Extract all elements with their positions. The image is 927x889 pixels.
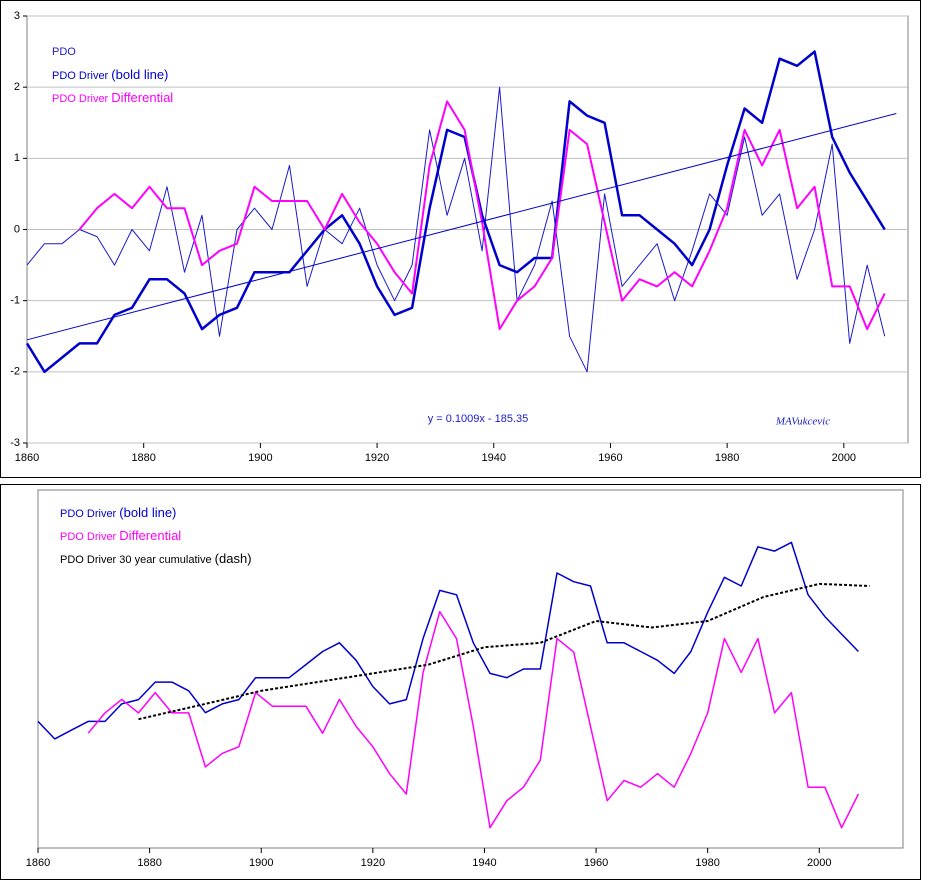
y-tick-label: 0: [14, 223, 20, 235]
legend-note: Differential: [111, 90, 173, 105]
series-line: [25, 50, 886, 374]
legend-name: PDO Driver: [52, 70, 109, 82]
y-tick-label: -3: [10, 437, 20, 449]
y-tick-label: -2: [10, 366, 20, 378]
x-tick-label: 1880: [131, 452, 155, 464]
legend-name: PDO Driver: [52, 93, 109, 105]
legend-entry: PDO: [52, 46, 76, 58]
y-tick-label: -1: [10, 295, 20, 307]
x-tick-label: 1980: [715, 452, 739, 464]
x-tick-label: 1940: [472, 857, 496, 869]
legend-name: PDO: [52, 46, 76, 58]
x-tick-label: 1860: [15, 452, 39, 464]
legend-entry: PDO Driver 30 year cumulative (dash): [60, 551, 252, 566]
y-tick-label: 1: [14, 152, 20, 164]
annotation: y = 0.1009x - 185.35: [428, 413, 529, 425]
y-tick-label: 2: [14, 81, 20, 93]
x-tick-label: 1940: [482, 452, 506, 464]
series-line: [26, 86, 886, 373]
legend-entry: PDO Driver Differential: [52, 90, 173, 105]
x-tick-label: 1860: [26, 857, 50, 869]
x-tick-label: 1900: [249, 857, 273, 869]
legend-name: PDO Driver 30 year cumulative: [60, 554, 212, 566]
legend-note: (dash): [215, 551, 252, 566]
legend-entry: PDO Driver (bold line): [60, 505, 176, 520]
series-line: [78, 100, 886, 331]
plot-area: [37, 489, 904, 849]
legend-note: (bold line): [111, 67, 168, 82]
legend-note: Differential: [119, 528, 181, 543]
legend-name: PDO Driver: [60, 531, 117, 543]
legend-note: (bold line): [119, 505, 176, 520]
x-tick-label: 1920: [361, 857, 385, 869]
x-tick-label: 1920: [365, 452, 389, 464]
x-tick-label: 1960: [598, 452, 622, 464]
series-line: [87, 610, 860, 829]
x-tick-label: 1900: [248, 452, 272, 464]
legend-name: PDO Driver: [60, 508, 117, 520]
x-tick-label: 1880: [137, 857, 161, 869]
x-tick-label: 2000: [807, 857, 831, 869]
signature: MAVukcevic: [775, 416, 830, 428]
series-line: [138, 582, 870, 721]
legend-entry: PDO Driver (bold line): [52, 67, 168, 82]
x-tick-label: 2000: [832, 452, 856, 464]
series-line: [26, 113, 897, 341]
x-tick-label: 1980: [695, 857, 719, 869]
legend-entry: PDO Driver Differential: [60, 528, 181, 543]
series-line: [37, 541, 859, 740]
y-tick-label: 3: [14, 10, 20, 22]
x-tick-label: 1960: [584, 857, 608, 869]
